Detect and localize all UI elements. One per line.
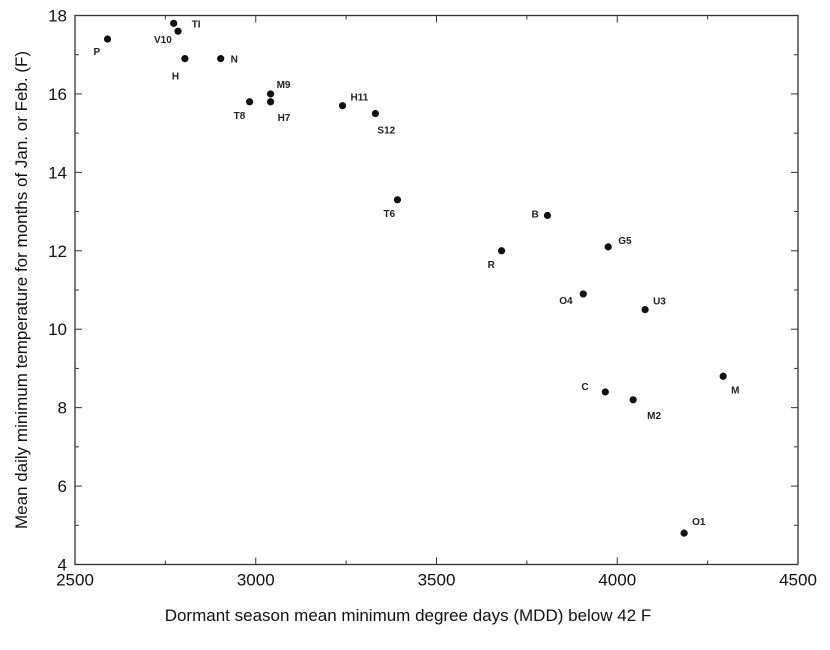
data-point (543, 211, 552, 220)
data-point (266, 98, 275, 106)
data-point (174, 27, 182, 35)
point-label: O1 (692, 517, 706, 528)
y-tick-label: 18 (48, 7, 67, 26)
y-tick-label: 12 (48, 242, 67, 261)
y-tick-label: 16 (48, 85, 67, 104)
data-point (371, 109, 380, 118)
point-label: P (94, 47, 101, 58)
point-label: B (531, 209, 538, 220)
point-label: G5 (618, 236, 632, 247)
point-label: R (488, 260, 496, 271)
data-point (604, 243, 612, 251)
data-point (629, 396, 637, 404)
y-tick-label: 8 (58, 399, 67, 418)
point-label: O4 (559, 296, 573, 307)
point-label: V10 (154, 35, 172, 46)
y-tick-label: 4 (58, 556, 67, 575)
x-axis-title: Dormant season mean minimum degree days … (165, 606, 652, 625)
x-tick-label: 4500 (779, 571, 817, 590)
x-tick-label: 2500 (56, 571, 94, 590)
y-axis-title: Mean daily minimum temperature for month… (12, 51, 31, 529)
data-point (393, 196, 402, 204)
point-label: M2 (647, 411, 661, 422)
y-tick-label: 6 (58, 477, 67, 496)
y-tick-label: 14 (48, 163, 67, 182)
point-label: H11 (351, 93, 369, 104)
point-label: N (231, 55, 238, 66)
point-label: U3 (653, 297, 666, 308)
data-point (719, 372, 727, 380)
point-label: C (581, 382, 588, 393)
data-point (680, 529, 688, 537)
y-tick-label: 10 (48, 320, 67, 339)
point-label: M (731, 385, 739, 396)
data-point (266, 90, 275, 98)
x-tick-label: 3500 (418, 571, 456, 590)
x-tick-label: 4000 (598, 571, 636, 590)
data-point (338, 102, 347, 110)
data-point (579, 290, 587, 298)
point-label: T6 (383, 209, 395, 220)
point-label: H (172, 72, 179, 83)
data-point (217, 55, 225, 63)
point-label: H7 (278, 113, 291, 124)
data-point (246, 98, 254, 106)
data-point (103, 35, 112, 43)
data-point (170, 19, 178, 27)
data-point (641, 306, 649, 314)
data-point (497, 247, 506, 255)
point-label: M9 (277, 80, 291, 91)
point-label: TI (192, 19, 201, 30)
x-tick-label: 3000 (237, 571, 275, 590)
data-point (181, 55, 189, 63)
point-label: S12 (377, 126, 395, 137)
data-point (601, 388, 609, 396)
plot-frame (74, 14, 799, 566)
point-label: T8 (234, 111, 246, 122)
